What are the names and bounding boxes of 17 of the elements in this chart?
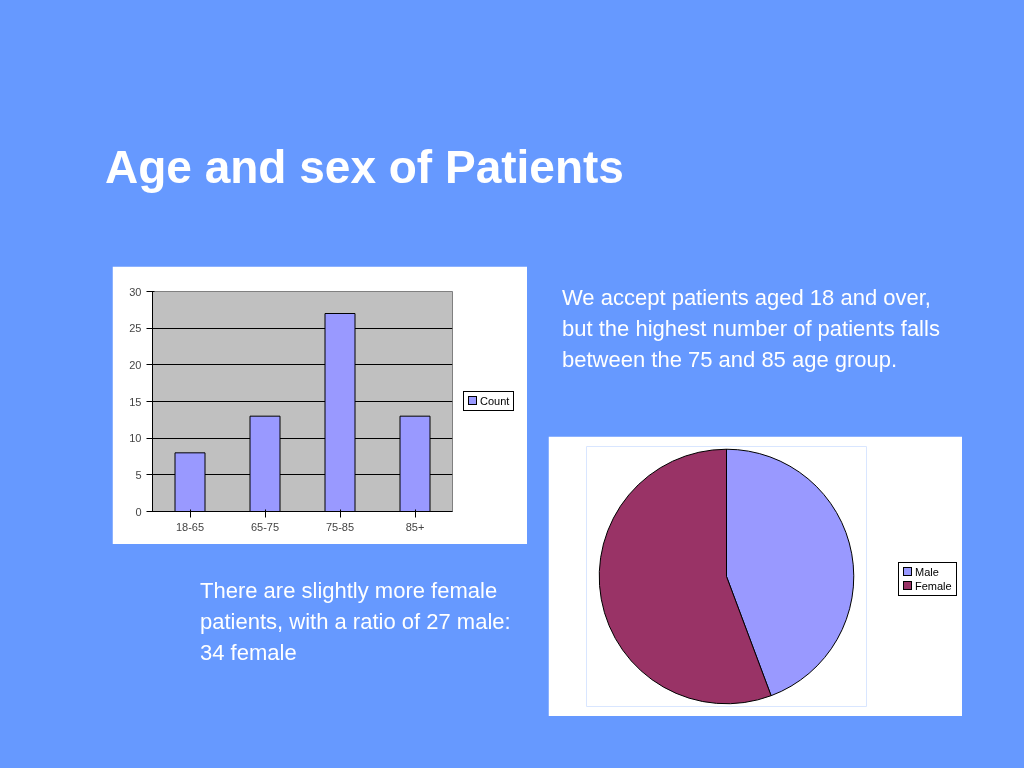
legend-label: Count xyxy=(479,394,510,408)
y-tick-label: 20 xyxy=(129,358,142,371)
y-tick-label: 30 xyxy=(129,285,142,298)
text: We accept patients aged 18 and over, but the highest number of patients falls between the 75 and 85 age group. xyxy=(562,284,941,374)
text: There are slightly more female patients, with a ratio of 27 male: 34 female xyxy=(200,577,512,667)
x-tick-label: 85+ xyxy=(405,520,425,533)
x-tick-label: 65-75 xyxy=(250,520,280,533)
x-tick-label: 18-65 xyxy=(175,520,205,533)
y-tick-label: 25 xyxy=(129,322,142,335)
y-tick-label: 15 xyxy=(129,395,142,408)
legend-label: Male xyxy=(914,565,940,579)
chart-title: Age and sex of Patients xyxy=(105,140,624,194)
x-tick-label: 75-85 xyxy=(325,520,355,533)
y-tick-label: 10 xyxy=(129,432,142,445)
legend-label: Female xyxy=(914,579,952,593)
y-tick-label: 0 xyxy=(135,505,142,518)
y-tick-label: 5 xyxy=(135,468,142,481)
